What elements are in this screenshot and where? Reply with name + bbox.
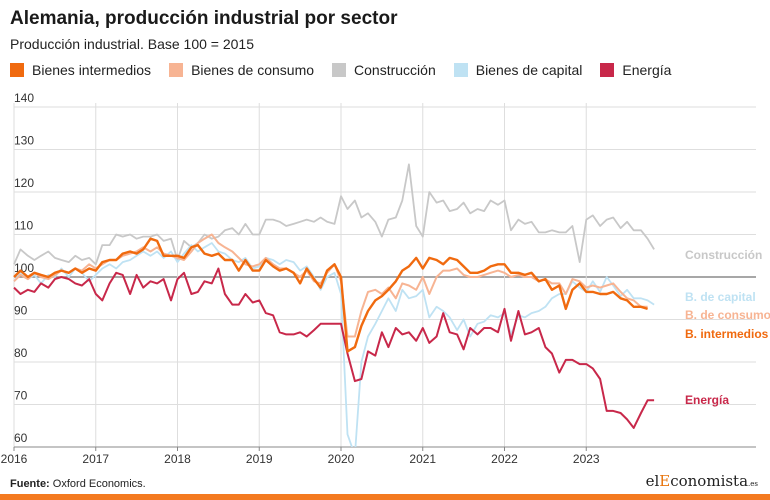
legend-item: Bienes de capital <box>453 62 583 78</box>
legend-swatch <box>453 63 468 77</box>
series-end-label: Energía <box>685 393 729 407</box>
legend-label: Bienes intermedios <box>32 62 152 78</box>
series-line-bienes-de-capital <box>13 242 655 447</box>
legend-item: Bienes de consumo <box>169 62 314 78</box>
y-tick-label: 90 <box>14 304 28 318</box>
legend-item: Construcción <box>332 62 436 78</box>
legend-swatch <box>600 63 615 77</box>
series-end-label: B. de consumo <box>685 308 770 322</box>
legend-swatch <box>10 63 24 77</box>
legend-label: Bienes de capital <box>475 62 583 78</box>
legend-label: Energía <box>622 62 672 78</box>
series-end-label: Construcción <box>685 248 762 262</box>
x-tick-label: 2019 <box>246 452 273 466</box>
legend-item: Energía <box>600 62 671 78</box>
x-tick-label: 2023 <box>573 452 600 466</box>
brand-bar <box>0 494 770 500</box>
legend-label: Construcción <box>354 62 436 78</box>
y-tick-label: 130 <box>14 134 34 148</box>
y-tick-label: 70 <box>14 389 28 403</box>
legend-swatch <box>332 63 347 77</box>
brand-logo: elEconomista.es <box>646 472 758 490</box>
brand-accent: E <box>659 472 671 490</box>
y-tick-label: 60 <box>14 431 28 445</box>
series-line-energia <box>13 267 655 429</box>
series-end-label: B. intermedios <box>685 327 769 341</box>
x-tick-label: 2021 <box>409 452 436 466</box>
x-tick-label: 2020 <box>328 452 355 466</box>
legend-swatch <box>169 63 184 77</box>
x-tick-label: 2018 <box>164 452 191 466</box>
legend: Bienes intermedios Bienes de consumo Const… <box>10 62 689 78</box>
x-tick-label: 2017 <box>82 452 109 466</box>
x-tick-label: 2016 <box>1 452 28 466</box>
chart-title: Alemania, producción industrial por sect… <box>10 8 398 29</box>
legend-label: Bienes de consumo <box>191 62 315 78</box>
brand-pre: el <box>645 472 660 490</box>
y-tick-label: 80 <box>14 346 28 360</box>
brand-suffix: .es <box>748 480 758 488</box>
source-note: Fuente: Oxford Economics. <box>10 478 146 490</box>
legend-item: Bienes intermedios <box>10 62 151 78</box>
y-tick-label: 140 <box>14 91 34 105</box>
source-text: Oxford Economics. <box>52 478 146 490</box>
series-end-label: B. de capital <box>685 290 756 304</box>
source-label: Fuente: <box>10 478 50 490</box>
series-line-bienes-intermedios <box>13 237 648 353</box>
y-tick-label: 120 <box>14 176 34 190</box>
y-tick-label: 110 <box>14 219 33 233</box>
series-line-construccion <box>13 163 655 266</box>
brand-post: conomista <box>670 472 749 490</box>
chart-subtitle: Producción industrial. Base 100 = 2015 <box>10 36 254 52</box>
x-tick-label: 2022 <box>491 452 518 466</box>
